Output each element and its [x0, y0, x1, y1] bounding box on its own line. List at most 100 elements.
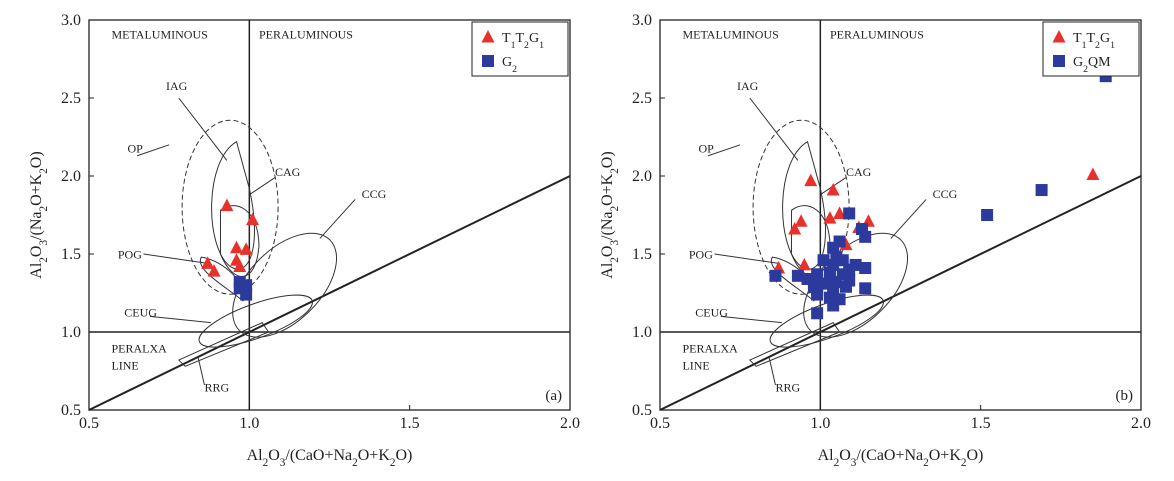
field-leader-line	[178, 97, 228, 161]
field-leader-line	[149, 315, 211, 324]
x-tick-label: 2.0	[560, 415, 580, 432]
x-tick-label: 2.0	[1131, 415, 1151, 432]
field-label-iag: IAG	[737, 79, 759, 93]
data-point-triangle	[804, 173, 818, 187]
field-leader-line	[749, 97, 799, 161]
y-tick-label: 3.0	[61, 12, 81, 29]
field-label-iag: IAG	[166, 79, 188, 93]
y-tick-label: 1.0	[632, 324, 652, 341]
data-point-triangle	[201, 256, 215, 269]
op-field-outline	[752, 119, 850, 295]
diagonal-line	[659, 175, 1142, 411]
y-tick-label: 1.5	[61, 246, 81, 263]
field-leader-line	[143, 253, 208, 264]
y-tick-label: 2.0	[632, 168, 652, 185]
y-tick-label: 2.0	[61, 168, 81, 185]
field-label-op: OP	[698, 142, 714, 156]
rrg-field-outline	[748, 322, 841, 367]
legend-marker-square	[1053, 55, 1065, 67]
field-label-pog: POG	[689, 248, 713, 262]
region-label-peralxa: PERALXA	[682, 341, 738, 355]
field-label-cag: CAG	[846, 165, 872, 179]
op-field-outline	[181, 119, 279, 295]
y-axis-title: Al2O3/(Na2O+K2O)	[599, 151, 621, 278]
field-label-rrg: RRG	[775, 380, 800, 394]
region-label-peralxa: PERALXA	[111, 341, 167, 355]
data-point-square	[240, 288, 253, 301]
data-point-triangle	[207, 264, 221, 277]
field-leader-line	[768, 356, 776, 386]
region-label-metaluminous: METALUMINOUS	[682, 28, 778, 42]
legend-marker-square	[482, 55, 494, 67]
data-point-square	[791, 269, 804, 282]
x-tick-label: 0.5	[79, 415, 99, 432]
y-tick-label: 1.5	[632, 246, 652, 263]
legend-label: T1T2G1	[1073, 31, 1115, 51]
region-label-line: LINE	[682, 358, 709, 372]
field-leader-line	[720, 315, 782, 324]
data-point-square	[811, 307, 824, 320]
plot-frame	[88, 19, 571, 411]
y-tick-label: 2.5	[61, 90, 81, 107]
x-tick-label: 1.5	[971, 415, 991, 432]
cag-field-outline	[219, 205, 260, 277]
data-point-square	[839, 280, 852, 293]
ccg-field-outline	[232, 232, 338, 338]
data-point-square	[836, 254, 849, 267]
data-point-square	[859, 282, 872, 295]
rrg-field-outline	[177, 322, 270, 367]
y-tick-label: 3.0	[632, 12, 652, 29]
field-label-ceug: CEUG	[124, 305, 157, 319]
data-point-triangle	[826, 183, 840, 196]
data-point-triangle	[220, 198, 234, 212]
data-point-triangle	[1086, 167, 1100, 180]
data-point-square	[1035, 184, 1048, 197]
field-leader-line	[707, 144, 741, 157]
region-label-line: LINE	[111, 358, 138, 372]
data-point-square	[823, 266, 836, 279]
data-point-triangle	[797, 257, 811, 271]
data-point-triangle	[233, 259, 247, 272]
data-point-triangle	[246, 212, 260, 226]
data-point-square	[843, 263, 856, 276]
ceug-field-outline	[769, 294, 884, 348]
y-tick-label: 0.5	[61, 402, 81, 419]
data-point-square	[830, 276, 843, 289]
y-tick-label: 2.5	[632, 90, 652, 107]
iag-field-outline	[211, 140, 255, 270]
x-tick-label: 0.5	[650, 415, 670, 432]
region-label-peraluminous: PERALUMINOUS	[259, 28, 353, 42]
panel-label: (a)	[545, 388, 562, 404]
field-leader-line	[136, 144, 170, 157]
plot-frame	[659, 19, 1142, 411]
field-leader-line	[890, 199, 927, 239]
field-label-op: OP	[127, 142, 143, 156]
data-point-triangle	[833, 206, 847, 219]
diagonal-line	[88, 175, 571, 411]
y-axis-title: Al2O3/(Na2O+K2O)	[28, 151, 50, 278]
field-leader-line	[249, 177, 276, 196]
data-point-square	[817, 254, 830, 267]
data-point-square	[811, 288, 824, 301]
data-point-triangle	[823, 211, 837, 224]
data-point-square	[859, 262, 872, 275]
x-tick-label: 1.5	[400, 415, 420, 432]
field-label-rrg: RRG	[204, 380, 229, 394]
chart-panel-a: IAG OP CAG CCG POG CEUG RRG METALUMINOUS PERALUM…	[28, 12, 580, 469]
x-tick-label: 1.0	[239, 415, 259, 432]
y-tick-label: 1.0	[61, 324, 81, 341]
legend-marker-triangle	[481, 30, 495, 43]
region-label-metaluminous: METALUMINOUS	[111, 28, 207, 42]
field-label-ceug: CEUG	[695, 305, 728, 319]
field-leader-line	[714, 253, 779, 264]
data-point-triangle	[794, 214, 808, 227]
data-point-square	[981, 209, 994, 221]
data-point-square	[859, 230, 872, 243]
pog-field-outline	[199, 256, 245, 302]
field-label-cag: CAG	[275, 165, 301, 179]
data-point-triangle	[230, 240, 244, 254]
legend-label: G2	[502, 55, 517, 75]
y-tick-label: 0.5	[632, 402, 652, 419]
field-leader-line	[319, 199, 356, 239]
